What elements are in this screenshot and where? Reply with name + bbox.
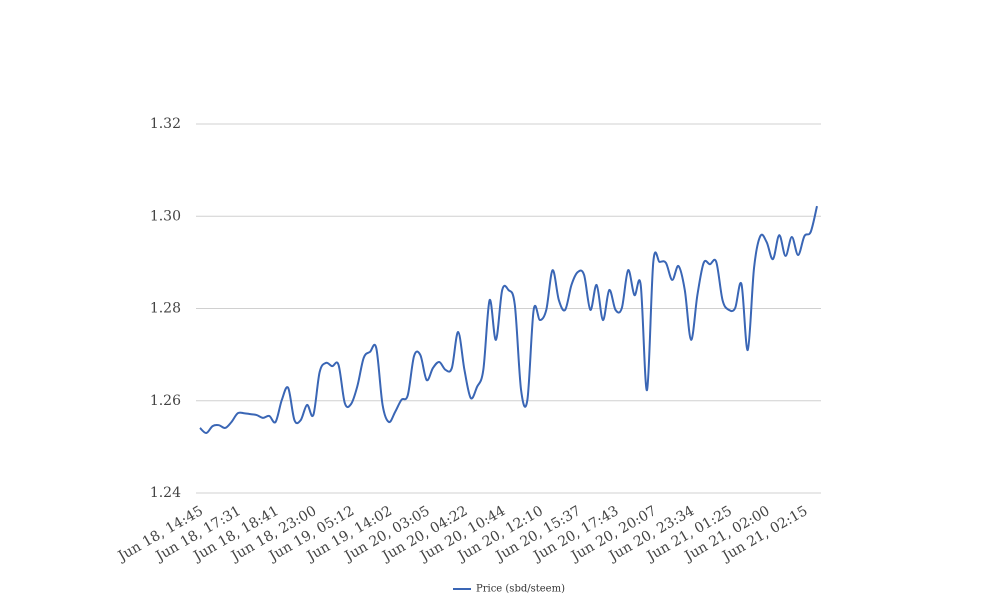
y-tick-label: 1.32: [150, 116, 181, 132]
y-tick-label: 1.26: [150, 393, 181, 409]
price-line: [199, 205, 818, 435]
legend-label: Price (sbd/steem): [476, 584, 565, 595]
y-tick-label: 1.28: [150, 301, 181, 317]
y-tick-label: 1.24: [150, 485, 181, 501]
y-tick-label: 1.30: [150, 208, 181, 224]
